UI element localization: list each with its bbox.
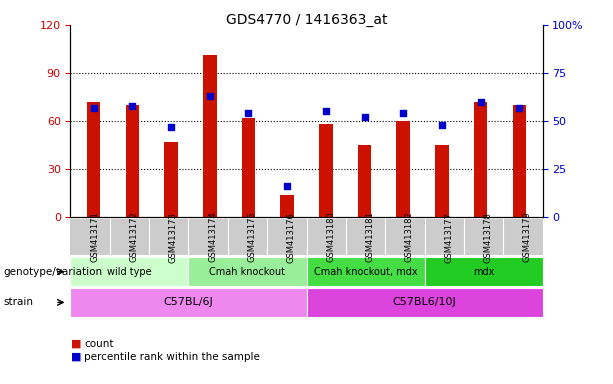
Point xyxy=(89,104,99,111)
Bar xyxy=(358,145,371,217)
Text: count: count xyxy=(84,339,113,349)
Text: GSM413182: GSM413182 xyxy=(405,212,414,263)
Text: ■: ■ xyxy=(70,352,81,362)
Bar xyxy=(87,102,101,217)
Point xyxy=(476,99,485,105)
Text: Cmah knockout: Cmah knockout xyxy=(210,266,286,277)
Bar xyxy=(319,124,333,217)
Text: GSM413173: GSM413173 xyxy=(169,212,178,263)
Text: GSM413175: GSM413175 xyxy=(248,212,256,263)
Bar xyxy=(280,195,294,217)
Text: GDS4770 / 1416363_at: GDS4770 / 1416363_at xyxy=(226,13,387,27)
Bar xyxy=(512,105,526,217)
Text: ■: ■ xyxy=(70,339,81,349)
Text: GSM413179: GSM413179 xyxy=(523,212,532,263)
Text: GSM413178: GSM413178 xyxy=(484,212,492,263)
Point xyxy=(128,103,137,109)
Bar xyxy=(242,118,255,217)
Point xyxy=(166,124,176,130)
Point xyxy=(321,108,331,114)
Point xyxy=(205,93,215,99)
Point xyxy=(398,110,408,116)
Text: wild type: wild type xyxy=(107,266,152,277)
Text: strain: strain xyxy=(3,297,33,308)
Bar xyxy=(397,121,410,217)
Text: GSM413181: GSM413181 xyxy=(365,212,375,263)
Text: GSM413176: GSM413176 xyxy=(287,212,296,263)
Text: percentile rank within the sample: percentile rank within the sample xyxy=(84,352,260,362)
Point xyxy=(437,122,447,128)
Text: C57BL/6J: C57BL/6J xyxy=(164,297,213,308)
Bar xyxy=(435,145,449,217)
Text: Cmah knockout, mdx: Cmah knockout, mdx xyxy=(314,266,417,277)
Bar xyxy=(164,142,178,217)
Point xyxy=(360,114,370,120)
Bar xyxy=(203,55,216,217)
Point xyxy=(282,183,292,189)
Text: C57BL6/10J: C57BL6/10J xyxy=(393,297,456,308)
Text: GSM413177: GSM413177 xyxy=(444,212,453,263)
Text: genotype/variation: genotype/variation xyxy=(3,266,102,277)
Text: GSM413174: GSM413174 xyxy=(208,212,217,263)
Text: GSM413180: GSM413180 xyxy=(326,212,335,263)
Point xyxy=(514,104,524,111)
Text: GSM413172: GSM413172 xyxy=(129,212,139,263)
Point xyxy=(243,110,253,116)
Text: mdx: mdx xyxy=(473,266,494,277)
Text: GSM413171: GSM413171 xyxy=(90,212,99,263)
Bar xyxy=(474,102,487,217)
Bar xyxy=(126,105,139,217)
